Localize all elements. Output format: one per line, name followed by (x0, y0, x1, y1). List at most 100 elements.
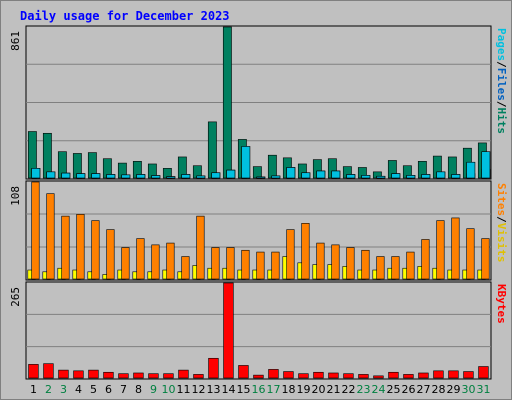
bar-sites-day-2 (46, 193, 55, 280)
bar-sites-day-28 (436, 220, 445, 280)
hits-panel-legend-item: Hits (495, 108, 508, 135)
bar-pages-day-28 (436, 171, 446, 179)
bar-hits-day-14 (222, 26, 232, 179)
bar-pages-day-4 (76, 173, 86, 179)
kbytes-panel-plot-area (25, 281, 492, 380)
bar-kbytes-day-18 (283, 371, 294, 379)
bar-sites-day-4 (76, 214, 85, 280)
bar-kbytes-day-24 (373, 375, 384, 379)
bar-kbytes-day-22 (343, 373, 354, 379)
visits-panel-legend-item: Visits (495, 223, 508, 263)
series-kbytes (28, 282, 489, 379)
visits-panel: 108 Sites/Visits (9, 180, 508, 281)
bar-pages-day-23 (361, 175, 371, 179)
bar-hits-day-17 (267, 154, 277, 179)
bar-pages-day-30 (466, 161, 476, 179)
hits-panel-legend-item: Files (495, 68, 508, 101)
bar-kbytes-day-13 (208, 357, 219, 379)
bar-kbytes-day-7 (118, 373, 129, 379)
bar-sites-day-29 (451, 217, 460, 280)
bar-sites-day-3 (61, 215, 70, 280)
x-tick-label: 27 (417, 383, 431, 396)
hits-panel: 861 Pages/Files/Hits (9, 25, 508, 180)
x-tick-label: 1 (30, 383, 37, 396)
x-tick-label: 30 (462, 383, 476, 396)
bar-sites-day-19 (301, 223, 310, 280)
bar-kbytes-day-21 (328, 372, 339, 379)
bar-pages-day-15 (241, 146, 251, 179)
bar-sites-day-12 (196, 215, 205, 280)
bar-pages-day-12 (196, 175, 206, 179)
x-tick-label: 7 (120, 383, 127, 396)
bar-pages-day-3 (61, 172, 71, 179)
bar-pages-day-26 (406, 175, 416, 179)
x-tick-label: 3 (60, 383, 67, 396)
x-tick-label: 25 (387, 383, 401, 396)
bar-sites-day-31 (481, 238, 490, 280)
bar-hits-day-16 (252, 166, 262, 179)
x-axis-labels: 1 2 3 4 5 6 7 8 9 10 11 12 13 14 15 16 17 18 19 20 21 22 23 24 2… (30, 383, 491, 396)
bar-kbytes-day-19 (298, 373, 309, 379)
bar-kbytes-day-11 (178, 369, 189, 379)
bar-kbytes-day-16 (253, 374, 264, 379)
x-tick-label: 2 (45, 383, 52, 396)
bar-pages-day-22 (346, 174, 356, 179)
bar-kbytes-day-4 (73, 370, 84, 379)
visits-panel-ymax-label: 108 (9, 186, 22, 206)
visits-panel-legend: Sites/Visits (495, 183, 508, 263)
bar-kbytes-day-12 (193, 374, 204, 379)
bar-pages-day-21 (331, 170, 341, 179)
bar-pages-day-29 (451, 174, 461, 179)
x-tick-label: 15 (237, 383, 251, 396)
bar-pages-day-17 (271, 175, 281, 179)
bar-kbytes-day-23 (358, 374, 369, 379)
bar-sites-day-26 (406, 251, 415, 280)
bar-kbytes-day-27 (418, 372, 429, 379)
visits-panel-legend-item: / (495, 216, 508, 223)
bar-pages-day-18 (286, 167, 296, 179)
series-pages (31, 146, 491, 179)
x-tick-label: 22 (342, 383, 356, 396)
bar-sites-day-18 (286, 229, 295, 280)
bar-pages-day-13 (211, 172, 221, 179)
bar-sites-day-25 (391, 256, 400, 280)
hits-panel-legend-item: / (495, 61, 508, 68)
kbytes-panel-legend-item: KBytes (495, 284, 508, 324)
bar-hits-day-2 (42, 132, 52, 179)
bar-sites-day-30 (466, 228, 475, 280)
bar-pages-day-16 (256, 176, 266, 179)
x-tick-label: 8 (135, 383, 142, 396)
x-tick-label: 9 (150, 383, 157, 396)
bar-sites-day-21 (331, 244, 340, 280)
bar-kbytes-day-15 (238, 365, 249, 379)
bar-sites-day-6 (106, 229, 115, 280)
hits-panel-ymax-label: 861 (9, 31, 22, 51)
bar-kbytes-day-25 (388, 371, 399, 379)
bar-sites-day-23 (361, 249, 370, 280)
x-tick-label: 21 (327, 383, 341, 396)
bar-pages-day-24 (376, 175, 386, 179)
bar-pages-day-14 (226, 169, 236, 179)
bar-pages-day-7 (121, 174, 131, 179)
bar-sites-day-1 (31, 181, 40, 280)
bar-sites-day-8 (136, 238, 145, 280)
bar-sites-day-27 (421, 239, 430, 280)
hits-panel-legend-item: / (495, 101, 508, 108)
bar-pages-day-5 (91, 173, 101, 179)
chart-title: Daily usage for December 2023 (20, 9, 230, 23)
x-tick-label: 24 (372, 383, 386, 396)
series-sites (31, 181, 490, 280)
bar-hits-day-13 (207, 121, 217, 179)
kbytes-panel: 265 KBytes (9, 281, 508, 380)
bar-kbytes-day-5 (88, 369, 99, 379)
bar-kbytes-day-20 (313, 371, 324, 379)
visits-panel-legend-item: Sites (495, 183, 508, 216)
bar-sites-day-14 (226, 247, 235, 280)
bar-pages-day-8 (136, 174, 146, 179)
bar-sites-day-22 (346, 247, 355, 280)
x-tick-label: 31 (477, 383, 491, 396)
bar-kbytes-day-1 (28, 364, 39, 379)
bar-kbytes-day-2 (43, 363, 54, 379)
bar-kbytes-day-14 (223, 282, 234, 379)
bar-pages-day-31 (481, 151, 491, 179)
